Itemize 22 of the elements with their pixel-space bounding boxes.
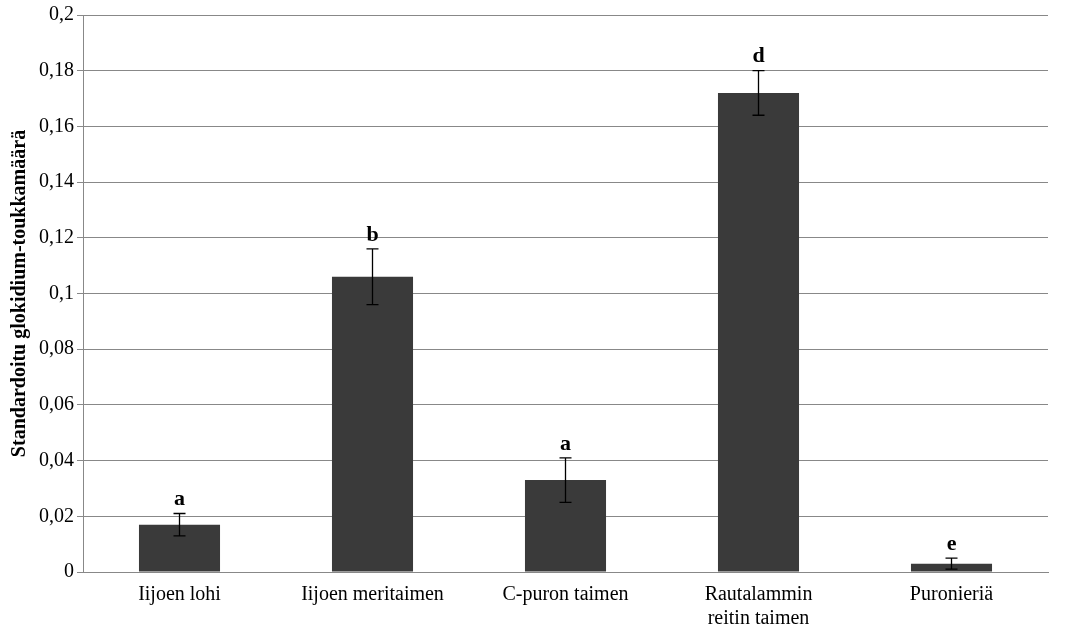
y-tick-label: 0,12 — [39, 225, 74, 248]
x-tick-label: C-puron taimen — [502, 582, 629, 606]
y-tick-label: 0,08 — [39, 336, 74, 359]
annotation: a — [174, 485, 185, 511]
x-tick-label: Iijoen lohi — [138, 582, 222, 606]
y-tick-label: 0,02 — [39, 503, 74, 526]
x-tick-label: Rautalammin reitin taimen — [704, 582, 813, 629]
y-tick-label: 0,16 — [39, 113, 74, 136]
y-tick-label: 0,18 — [39, 57, 74, 80]
annotation: e — [946, 529, 957, 555]
y-tick-label: 0,2 — [49, 2, 74, 25]
y-tick-label: 0,04 — [39, 447, 74, 470]
annotation: b — [366, 220, 379, 246]
x-tick-label: Puronieriä — [909, 582, 994, 605]
y-tick-label: 0,14 — [39, 169, 74, 192]
y-axis-title: Standardoitu glokidium-toukkamäärä — [7, 129, 31, 458]
y-tick-label: 0,1 — [49, 280, 74, 303]
y-tick-label: 0,06 — [39, 392, 74, 415]
y-tick-label: 0 — [64, 559, 74, 582]
x-tick-label: Iijoen meritaimen — [301, 582, 444, 606]
annotation: d — [752, 42, 765, 68]
annotation: a — [560, 429, 571, 455]
